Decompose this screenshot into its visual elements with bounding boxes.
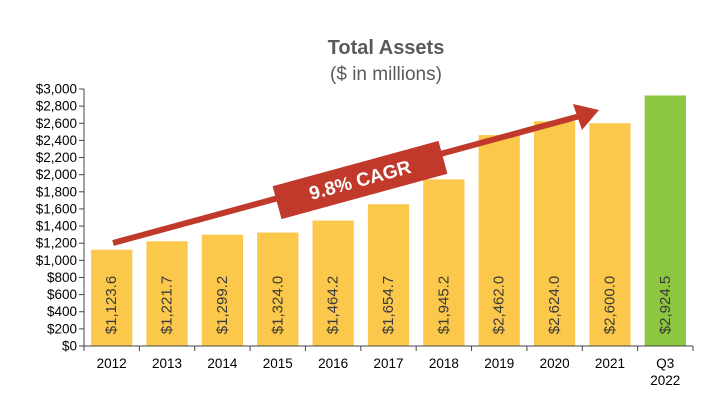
cagr-arrow-head <box>573 104 599 130</box>
y-tick-label: $2,800 <box>36 99 77 114</box>
x-tick-label: 2012 <box>97 356 127 371</box>
x-tick-label: 2019 <box>484 356 514 371</box>
y-tick-label: $1,200 <box>36 236 77 251</box>
y-tick-label: $800 <box>47 270 77 285</box>
bar <box>367 204 410 346</box>
bar <box>644 95 686 346</box>
y-tick-label: $2,600 <box>36 116 77 131</box>
bar <box>201 234 244 346</box>
x-tick-label: 2018 <box>429 356 459 371</box>
y-tick-label: $200 <box>47 321 77 336</box>
bar-value-label: $1,221.7 <box>159 276 176 334</box>
bar-value-label: $1,464.2 <box>325 276 342 334</box>
chart-subtitle: ($ in millions) <box>330 64 442 85</box>
y-tick-label: $2,200 <box>36 150 77 165</box>
cagr-label-bg <box>272 140 448 220</box>
bar <box>533 121 576 346</box>
bar-value-label: $1,123.6 <box>103 276 120 334</box>
bar-value-label: $2,624.0 <box>546 276 563 334</box>
x-tick-label: 2021 <box>595 356 625 371</box>
chart-title: Total Assets <box>328 37 445 59</box>
bar-value-label: $2,600.0 <box>601 276 618 334</box>
bar <box>423 179 465 346</box>
bar <box>91 249 133 346</box>
bars: $1,123.6 $1,221.7 $1,299.2 $1,324.0 $1,464.2… <box>91 95 686 347</box>
y-tick-label: $400 <box>47 304 77 319</box>
bar-value-label: $1,654.7 <box>380 276 397 334</box>
bar-value-label: $1,299.2 <box>214 276 231 334</box>
x-tick-label: 2014 <box>207 356 238 371</box>
y-axis: $0 $200 $400 $600 $800 $1,000 $1,200 $1,400 $1,6… <box>36 82 85 354</box>
y-tick-label: $1,800 <box>36 184 77 199</box>
bar <box>146 241 188 346</box>
bar <box>589 123 631 347</box>
bar-value-label: $1,945.2 <box>435 276 452 334</box>
bar-value-label: $1,324.0 <box>269 276 286 334</box>
cagr-annotation: 9.8% CAGR <box>112 104 599 246</box>
y-tick-label: $600 <box>47 287 77 302</box>
bar <box>478 135 520 346</box>
x-tick-label: 2017 <box>373 356 403 371</box>
cagr-label-box: 9.8% CAGR <box>272 140 448 220</box>
y-tick-label: $1,000 <box>36 253 77 268</box>
bar-value-label: $2,924.5 <box>657 276 674 334</box>
y-tick-label: $3,000 <box>36 82 77 97</box>
x-tick-label: Q3 2022 <box>650 356 680 388</box>
x-tick-label: 2016 <box>318 356 348 371</box>
x-axis: 2012 2013 2014 2015 2016 2017 2018 2019 2020 2021… <box>83 345 694 388</box>
x-tick-label: 2013 <box>152 356 182 371</box>
bar <box>257 232 299 346</box>
bar-value-label: $2,462.0 <box>491 276 508 334</box>
y-tick-label: $1,400 <box>36 219 77 234</box>
bar <box>312 220 354 346</box>
x-tick-label: 2015 <box>263 356 293 371</box>
y-tick-label: $0 <box>62 339 77 354</box>
x-tick-label: 2020 <box>540 356 570 371</box>
y-tick-label: $2,000 <box>36 167 77 182</box>
y-tick-label: $2,400 <box>36 133 77 148</box>
y-tick-label: $1,600 <box>36 201 77 216</box>
